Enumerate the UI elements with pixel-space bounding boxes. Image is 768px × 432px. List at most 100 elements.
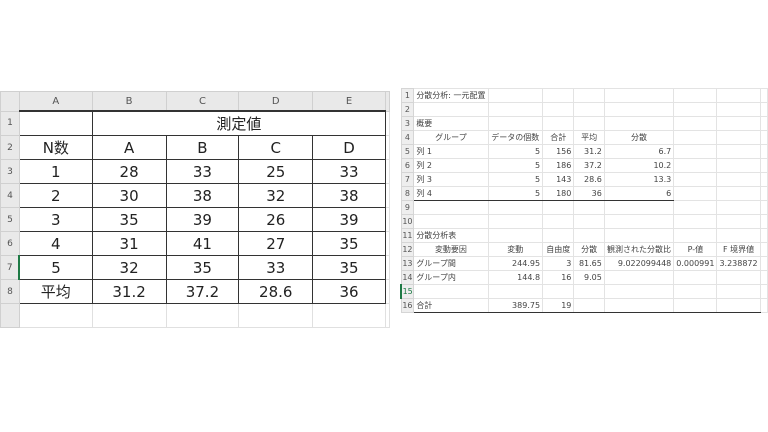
data-cell[interactable]: 33 xyxy=(165,159,240,184)
cell[interactable] xyxy=(384,110,391,136)
cell[interactable]: 10.2 xyxy=(603,158,675,173)
cell[interactable] xyxy=(542,102,575,117)
row-header[interactable]: 2 xyxy=(400,102,415,117)
row-header[interactable]: 11 xyxy=(400,228,415,243)
cell[interactable]: グループ xyxy=(413,130,489,145)
header-cell[interactable]: B xyxy=(165,135,240,160)
cell[interactable] xyxy=(673,158,718,173)
column-header[interactable] xyxy=(384,91,391,112)
cell[interactable]: 37.2 xyxy=(573,158,605,173)
data-cell[interactable]: 32 xyxy=(91,255,167,280)
cell[interactable] xyxy=(759,144,768,159)
cell[interactable] xyxy=(18,303,93,328)
data-cell[interactable]: 4 xyxy=(18,231,93,256)
cell[interactable] xyxy=(91,303,167,328)
column-header[interactable]: D xyxy=(238,91,314,112)
cell[interactable]: 9.05 xyxy=(573,270,605,285)
cell[interactable]: グループ内 xyxy=(413,270,489,285)
cell[interactable] xyxy=(603,200,675,215)
data-cell[interactable]: 27 xyxy=(238,231,314,256)
header-cell[interactable]: N数 xyxy=(18,135,93,160)
cell[interactable] xyxy=(716,200,761,215)
data-cell[interactable]: 35 xyxy=(312,255,386,280)
cell[interactable] xyxy=(542,200,575,215)
data-cell[interactable]: 38 xyxy=(312,183,386,208)
row-header[interactable]: 5 xyxy=(400,144,415,159)
data-cell[interactable]: 33 xyxy=(312,159,386,184)
cell[interactable] xyxy=(673,88,718,103)
cell[interactable]: 分散 xyxy=(603,130,675,145)
cell[interactable] xyxy=(487,200,544,215)
cell[interactable]: F 境界値 xyxy=(716,242,761,257)
row-header[interactable]: 7 xyxy=(400,172,415,187)
cell[interactable]: 186 xyxy=(542,158,575,173)
cell[interactable] xyxy=(759,88,768,103)
cell[interactable]: 19 xyxy=(542,298,575,313)
cell[interactable] xyxy=(487,102,544,117)
cell[interactable] xyxy=(542,228,575,243)
cell[interactable] xyxy=(759,116,768,131)
cell[interactable]: 列 1 xyxy=(413,144,489,159)
cell[interactable] xyxy=(487,228,544,243)
cell[interactable] xyxy=(716,186,761,201)
cell[interactable]: 143 xyxy=(542,172,575,187)
data-cell[interactable]: 39 xyxy=(312,207,386,232)
cell[interactable] xyxy=(716,172,761,187)
cell[interactable] xyxy=(673,284,718,299)
cell[interactable] xyxy=(573,284,605,299)
mean-cell[interactable]: 平均 xyxy=(18,279,93,304)
cell[interactable] xyxy=(603,214,675,229)
data-cell[interactable]: 38 xyxy=(165,183,240,208)
data-cell[interactable]: 25 xyxy=(238,159,314,184)
cell[interactable] xyxy=(673,298,718,313)
data-cell[interactable]: 35 xyxy=(165,255,240,280)
row-header[interactable]: 6 xyxy=(0,231,20,256)
mean-cell[interactable]: 37.2 xyxy=(165,279,240,304)
title-cell[interactable]: 測定値 xyxy=(91,110,386,136)
row-header[interactable]: 15 xyxy=(400,284,415,299)
mean-cell[interactable]: 31.2 xyxy=(91,279,167,304)
row-header[interactable]: 8 xyxy=(400,186,415,201)
cell[interactable]: 3 xyxy=(542,256,575,271)
cell[interactable]: 144.8 xyxy=(487,270,544,285)
cell[interactable]: 観測された分散比 xyxy=(603,242,675,257)
cell[interactable] xyxy=(759,242,768,257)
data-cell[interactable]: 2 xyxy=(18,183,93,208)
cell[interactable] xyxy=(716,284,761,299)
cell[interactable] xyxy=(413,214,489,229)
mean-cell[interactable]: 36 xyxy=(312,279,386,304)
cell[interactable]: 3.238872 xyxy=(716,256,761,271)
cell[interactable]: 5 xyxy=(487,158,544,173)
cell[interactable]: グループ間 xyxy=(413,256,489,271)
cell[interactable] xyxy=(673,186,718,201)
row-header[interactable]: 13 xyxy=(400,256,415,271)
cell[interactable] xyxy=(716,102,761,117)
cell[interactable]: 13.3 xyxy=(603,172,675,187)
cell[interactable]: 平均 xyxy=(573,130,605,145)
cell[interactable] xyxy=(759,214,768,229)
row-header[interactable]: 7 xyxy=(0,255,21,280)
cell[interactable] xyxy=(573,200,605,215)
cell[interactable]: P-値 xyxy=(673,242,718,257)
cell[interactable]: 31.2 xyxy=(573,144,605,159)
cell[interactable]: 389.75 xyxy=(487,298,544,313)
cell[interactable]: 変動要因 xyxy=(413,242,489,257)
cell[interactable] xyxy=(542,116,575,131)
cell[interactable]: 180 xyxy=(542,186,575,201)
cell[interactable] xyxy=(384,279,391,304)
cell[interactable] xyxy=(673,102,718,117)
cell[interactable]: 列 2 xyxy=(413,158,489,173)
cell[interactable] xyxy=(759,200,768,215)
cell[interactable] xyxy=(542,284,575,299)
cell[interactable] xyxy=(716,270,761,285)
cell[interactable] xyxy=(759,130,768,145)
cell[interactable] xyxy=(384,303,391,328)
cell[interactable]: 変動 xyxy=(487,242,544,257)
cell[interactable] xyxy=(716,228,761,243)
row-header[interactable]: 1 xyxy=(0,110,20,136)
cell[interactable] xyxy=(759,186,768,201)
row-header[interactable]: 3 xyxy=(0,159,20,184)
cell[interactable] xyxy=(487,88,544,103)
cell[interactable] xyxy=(312,303,386,328)
header-cell[interactable]: D xyxy=(312,135,386,160)
